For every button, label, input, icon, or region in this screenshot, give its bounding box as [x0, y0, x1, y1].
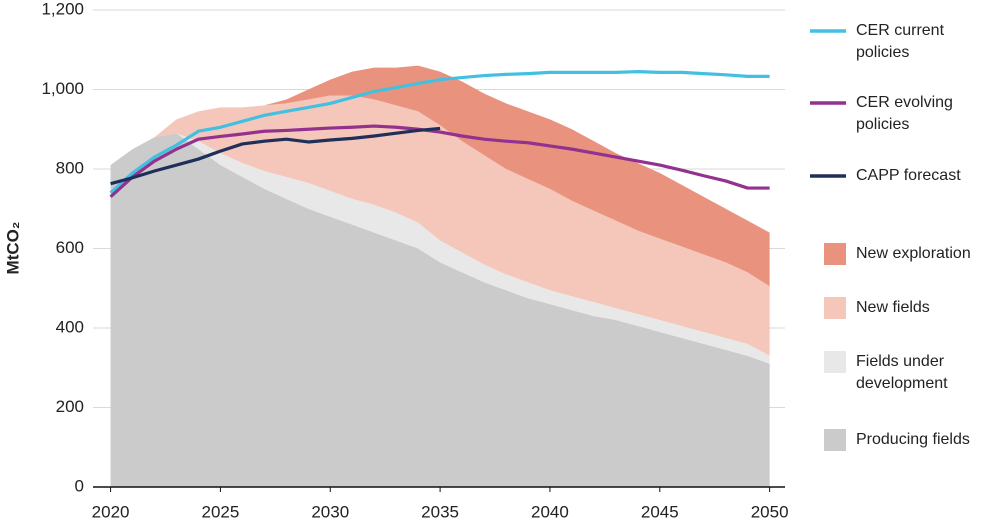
legend-label: Fields under development: [856, 353, 948, 392]
line: [109, 124, 770, 199]
legend-swatch: [824, 243, 846, 265]
y-tick-label: 200: [56, 397, 84, 416]
area: [110, 133, 770, 364]
x-tick-label: 2025: [202, 502, 240, 521]
areas: [110, 65, 770, 487]
area: [110, 65, 770, 287]
legend-label: New fields: [856, 299, 930, 316]
y-tick-label: 1,200: [41, 0, 84, 18]
legend-label: CAPP forecast: [856, 167, 961, 184]
y-tick-label: 1,000: [41, 79, 84, 98]
legend-label: New exploration: [856, 245, 971, 262]
y-tick-label: 600: [56, 238, 84, 257]
y-tick-label: 0: [75, 476, 84, 495]
legend-label: Producing fields: [856, 431, 970, 448]
legend-swatch: [824, 429, 846, 451]
x-tick-label: 2035: [421, 502, 459, 521]
y-axis-label: MtCO₂: [3, 222, 22, 275]
area: [110, 133, 770, 487]
legend-swatch: [824, 297, 846, 319]
legend-label: CER evolving policies: [856, 94, 953, 133]
lines: [109, 70, 770, 199]
y-tick-label: 400: [56, 317, 84, 336]
legend-label: CER current policies: [856, 22, 945, 61]
y-tick-label: 800: [56, 158, 84, 177]
area: [110, 95, 770, 356]
legend-swatch: [824, 351, 846, 373]
x-tick-label: 2020: [92, 502, 130, 521]
line: [109, 70, 770, 195]
x-tick-label: 2050: [751, 502, 789, 521]
x-tick-label: 2030: [311, 502, 349, 521]
line: [110, 126, 441, 186]
x-tick-label: 2040: [531, 502, 569, 521]
x-tick-label: 2045: [641, 502, 679, 521]
axes: 0 200 400 600 800 1,000 1,200 2020 2025 2030 2035 2…: [41, 0, 788, 521]
